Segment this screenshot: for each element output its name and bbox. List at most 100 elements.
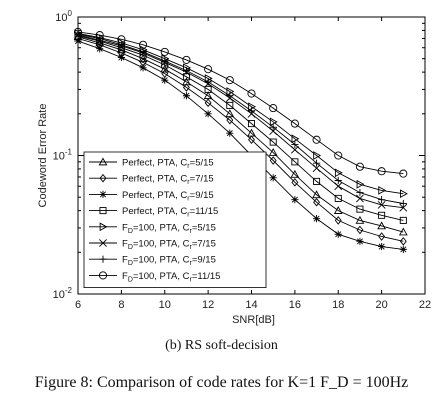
data-point [356,225,364,235]
x-tick-label: 14 [245,299,257,311]
data-point [399,199,407,208]
legend-entry: FD=100, PTA, Cr=7/15 [89,239,216,251]
data-point [291,196,299,204]
data-point [182,83,190,92]
y-tick-label: 10-2 [53,286,73,301]
data-point [226,92,234,100]
data-point [204,98,212,108]
legend-entry: FD=100, PTA, Cr=9/15 [89,255,216,268]
data-point [334,168,343,178]
data-point [204,78,212,86]
data-point [182,67,191,75]
data-point [334,151,343,160]
legend-entry: Perfect, PTA, Cr=9/15 [89,190,214,202]
data-point [399,216,407,224]
data-point [378,186,387,195]
data-point [313,151,322,160]
series-line [77,34,404,209]
data-point [356,205,364,213]
series-line [77,31,404,175]
data-point [290,119,299,128]
data-point [355,162,364,171]
data-point [399,189,408,199]
y-axis-label: Codeword Error Rate [37,104,49,208]
legend-marker [99,222,108,232]
data-point [204,85,212,93]
data-point [378,232,386,241]
legend-marker [99,255,107,263]
data-point [291,134,300,144]
data-point [204,110,212,118]
legend-entry: FD=100, PTA, Cr=5/15 [89,222,216,235]
data-point [204,65,213,74]
data-point [269,123,277,131]
data-point [377,167,386,176]
data-point [96,45,104,53]
y-tick-label: 10-1 [53,148,73,163]
data-point [73,27,83,36]
data-point [356,179,365,189]
legend-entry: Perfect, PTA, Cr=5/15 [89,157,214,170]
series-line [77,35,404,221]
data-point [312,190,321,199]
series-line [77,33,404,195]
legend-label: Perfect, PTA, Cr=11/15 [122,206,218,219]
data-point [139,64,147,72]
data-point [399,245,407,253]
data-point [247,89,256,98]
data-point [313,177,321,185]
x-tick-label: 22 [419,299,431,311]
data-point [399,237,407,246]
x-tick-label: 20 [376,299,388,311]
data-point [334,182,343,191]
data-point [226,129,234,137]
data-point [247,107,256,115]
data-point [356,237,364,245]
data-point [160,64,170,73]
series-3 [74,37,407,253]
series-group [73,27,408,253]
series-line [77,38,404,242]
legend-label: Perfect, PTA, Cr=7/15 [122,174,214,187]
data-point [117,53,125,62]
data-point [117,41,125,49]
legend-label: FD=100, PTA, Cr=5/15 [122,222,216,235]
legend-label: FD=100, PTA, Cr=11/15 [122,271,220,284]
data-point [398,227,408,236]
data-point [269,138,277,146]
data-point [95,31,104,40]
data-point [247,120,256,128]
legend-entry: Perfect, PTA, Cr=11/15 [89,206,218,219]
x-tick-label: 6 [75,299,81,311]
x-tick-label: 10 [159,299,171,311]
series-line [77,33,404,204]
data-point [161,76,169,84]
data-point [290,169,300,178]
data-point [269,156,277,165]
legend-label: FD=100, PTA, Cr=9/15 [122,255,216,268]
legend-marker [98,157,108,166]
data-point [226,101,234,109]
legend-box [83,151,267,289]
data-point [226,115,234,125]
data-point [377,200,386,209]
data-point [117,35,126,44]
legend-marker [99,207,107,215]
data-point [291,140,299,149]
data-point [139,48,147,56]
x-tick-label: 12 [202,299,214,311]
data-point [291,158,299,166]
data-point [182,55,191,64]
data-point [356,194,364,203]
data-point [356,188,364,197]
data-point [182,92,191,100]
data-point [334,216,342,225]
data-point [399,169,408,178]
data-point [378,242,386,251]
legend-marker [99,190,107,198]
data-point [160,47,169,56]
y-tick-label: 100 [55,9,72,24]
data-point [378,211,386,219]
legend-marker [99,173,107,183]
series-8 [73,27,408,178]
